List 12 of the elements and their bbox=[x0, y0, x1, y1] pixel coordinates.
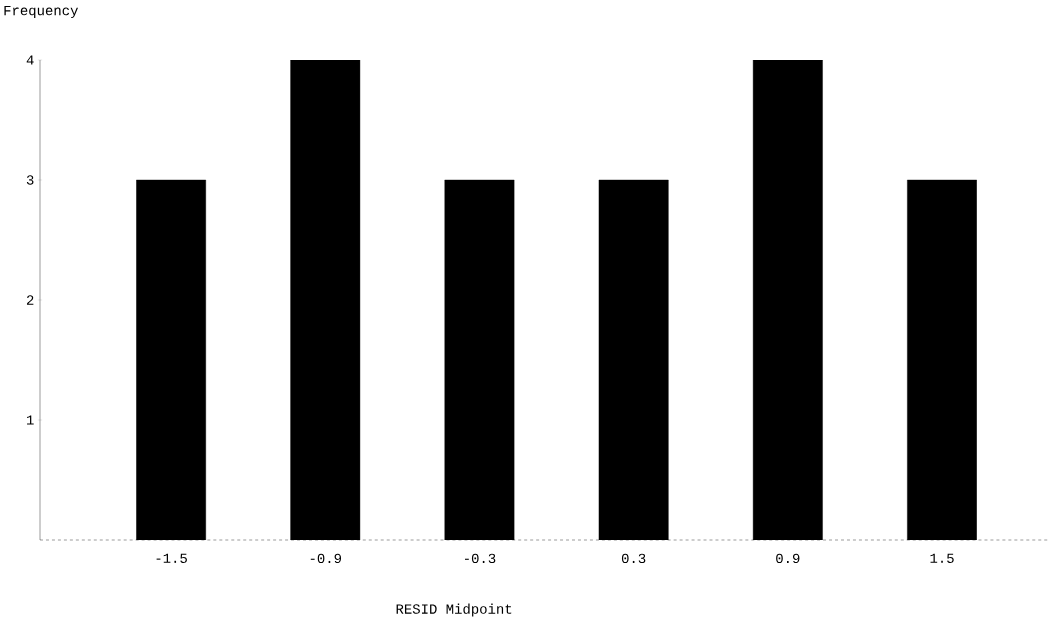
x-tick-label: -0.3 bbox=[464, 553, 496, 564]
x-tick-label: 0.9 bbox=[776, 553, 800, 564]
x-tick-label: -0.9 bbox=[310, 553, 342, 564]
y-tick-label: 2 bbox=[26, 295, 34, 305]
x-tick-label: -1.5 bbox=[156, 553, 187, 563]
x-axis-title: RESID Midpoint bbox=[396, 603, 512, 617]
y-tick-label: 1 bbox=[27, 415, 34, 425]
x-tick-label: 1.5 bbox=[930, 553, 954, 563]
y-tick-label: 4 bbox=[26, 55, 34, 65]
y-tick-label: 3 bbox=[26, 175, 34, 185]
x-tick-label: 0.3 bbox=[621, 553, 646, 564]
y-axis-title: Frequency bbox=[4, 5, 78, 19]
